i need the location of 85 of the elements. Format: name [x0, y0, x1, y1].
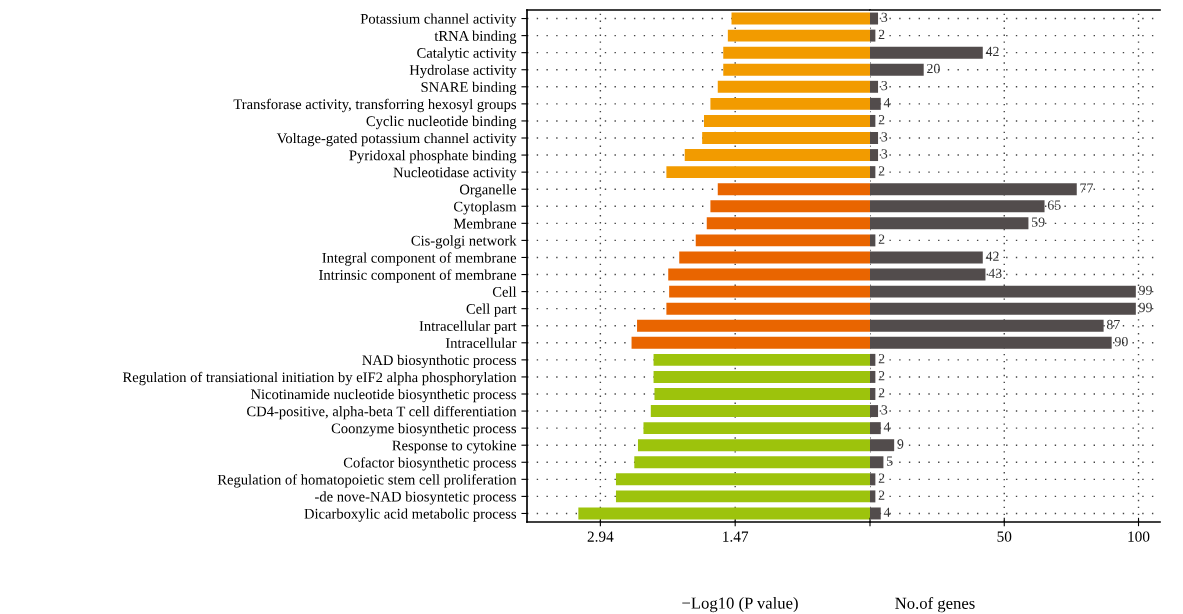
y-tick-label: Coonzyme biosynthetic process	[331, 423, 517, 437]
bar	[870, 490, 876, 503]
y-tick-label: -de nove-NAD biosyntetic process	[315, 491, 517, 505]
data-label: 3	[881, 12, 888, 23]
bar	[870, 149, 879, 162]
y-tick-label: Intracellular part	[419, 320, 517, 334]
x-tick-label: 50	[997, 531, 1012, 542]
data-label: 2	[878, 388, 885, 398]
data-label: 3	[881, 132, 888, 142]
bar	[870, 422, 881, 435]
y-tick-label: Regulation of homatopoietic stem cell proliferation	[217, 474, 517, 488]
bar	[870, 97, 881, 110]
x-tick-label: 1.47	[723, 531, 749, 542]
y-tick-label: Nicotinamide nucleotide biosynthetic process	[250, 388, 517, 403]
x-tick-label: 2.94	[587, 531, 614, 542]
data-label: 2	[878, 473, 885, 483]
y-tick-label: Cyclic nucleotide binding	[366, 115, 517, 130]
x-axis-title: −Log10 (P value)	[682, 597, 798, 613]
bar	[870, 507, 881, 520]
bar	[870, 80, 879, 93]
bar	[870, 405, 879, 418]
y-tick-label: Nucleotidase activity	[393, 167, 517, 181]
data-label: 99	[1139, 302, 1152, 313]
data-label: 90	[1114, 336, 1128, 347]
bar	[870, 29, 876, 42]
y-tick-label: Cell	[492, 286, 517, 297]
y-tick-label: tRNA binding	[434, 30, 517, 44]
data-label: 3	[881, 405, 888, 415]
data-label: 2	[878, 371, 885, 381]
y-tick-label: Cofactor biosynthetic process	[343, 457, 517, 471]
x-axis-title: No.of genes	[895, 597, 975, 613]
y-tick-label: Intrinsic component of membrane	[319, 269, 517, 283]
data-label: 42	[985, 46, 999, 57]
bar	[870, 456, 884, 469]
data-label: 4	[883, 98, 891, 108]
y-tick-label: Regulation of transiational initiation by eIF2 alpha phosphorylation	[122, 371, 517, 386]
bar	[870, 114, 876, 127]
data-label: 20	[927, 63, 940, 74]
y-tick-label: Catalytic activity	[417, 47, 517, 61]
data-label: 2	[878, 354, 885, 364]
y-tick-label: Cytoplasm	[453, 201, 517, 215]
y-tick-label: CD4-positive, alpha-beta T cell differentiation	[247, 405, 517, 420]
data-label: 2	[878, 115, 885, 125]
bar	[870, 473, 876, 486]
data-label: 4	[883, 422, 891, 432]
y-tick-label: Organelle	[459, 184, 517, 198]
data-label: 2	[878, 166, 885, 176]
bar	[870, 234, 876, 247]
bar	[870, 370, 876, 383]
y-tick-label: Intracellular	[445, 337, 517, 348]
x-tick-label: 100	[1128, 531, 1150, 542]
y-tick-label: Transforase activity, transforring hexosyl groups	[233, 98, 517, 113]
data-label: 3	[881, 149, 888, 159]
data-label: 43	[988, 268, 1002, 279]
data-label: 59	[1032, 217, 1045, 227]
y-tick-label: Response to cytokine	[392, 440, 517, 454]
bar	[870, 388, 876, 400]
y-tick-label: Cell part	[466, 303, 517, 317]
y-tick-label: Membrane	[453, 218, 517, 229]
bar	[870, 439, 895, 452]
data-label: 2	[878, 490, 885, 500]
data-label: 87	[1106, 319, 1120, 330]
bar	[870, 12, 879, 25]
y-tick-label: Voltage-gated potassium channel activity	[276, 132, 517, 147]
data-label: 9	[897, 439, 904, 449]
data-label: 65	[1047, 200, 1061, 210]
y-tick-label: SNARE binding	[421, 81, 517, 96]
data-label: 2	[878, 29, 885, 39]
data-label: 42	[985, 251, 999, 261]
y-tick-label: Integral component of membrane	[322, 252, 517, 266]
data-label: 3	[881, 80, 888, 91]
data-label: 99	[1139, 285, 1152, 296]
y-tick-label: Hydrolase activity	[409, 64, 517, 78]
bar	[870, 132, 879, 144]
data-label: 77	[1080, 183, 1094, 193]
y-tick-label: Cis-golgi network	[411, 235, 517, 249]
data-label: 5	[887, 456, 893, 466]
data-label: 4	[883, 507, 891, 517]
y-tick-label: NAD biosynthotic process	[362, 354, 517, 369]
y-tick-label: Pyridoxal phosphate binding	[349, 150, 517, 164]
y-tick-label: Potassium channel activity	[360, 13, 517, 27]
y-tick-label: Dicarboxylic acid metabolic process	[304, 508, 517, 522]
data-label: 2	[878, 234, 885, 244]
bar	[870, 166, 876, 179]
bar	[870, 353, 876, 366]
